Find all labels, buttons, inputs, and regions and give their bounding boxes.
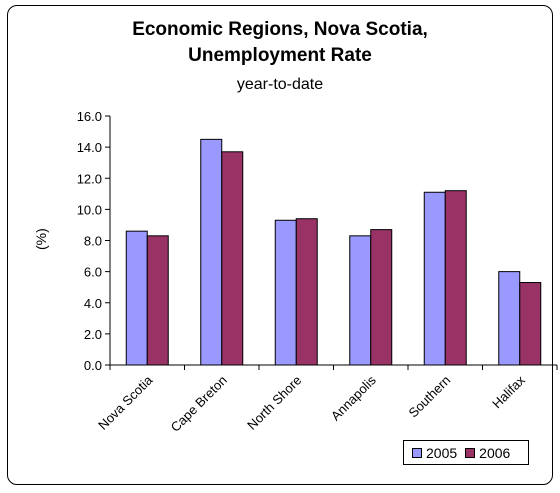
bar-2006 xyxy=(146,235,169,366)
legend-swatch-2005 xyxy=(412,447,422,458)
legend-item-2005: 2005 xyxy=(412,445,457,461)
x-tick-label: North Shore xyxy=(244,373,304,433)
bar-2006 xyxy=(221,151,244,366)
chart-title-line2: Unemployment Rate xyxy=(188,45,372,66)
x-tick-label: Annapolis xyxy=(328,372,379,423)
y-tick-label: 12.0 xyxy=(77,171,102,186)
bar-2005 xyxy=(423,191,446,366)
chart-title: Economic Regions, Nova Scotia, xyxy=(132,19,428,40)
bar-2005 xyxy=(349,235,372,366)
legend-label-2006: 2006 xyxy=(479,444,511,461)
y-tick-label: 6.0 xyxy=(84,265,102,280)
x-tick-label: Halifax xyxy=(489,372,528,411)
x-tick-label: Nova Scotia xyxy=(95,372,156,433)
legend-swatch-2006 xyxy=(465,447,476,458)
x-tick-label: Cape Breton xyxy=(168,373,230,435)
y-tick-label: 0.0 xyxy=(84,358,102,373)
bar-2005 xyxy=(200,138,223,366)
legend-item-2006: 2006 xyxy=(465,445,510,461)
bar-2005 xyxy=(125,230,148,366)
bar-2006 xyxy=(370,229,393,366)
y-tick-label: 2.0 xyxy=(84,327,102,342)
bar-2006 xyxy=(519,282,542,366)
x-tick-label: Southern xyxy=(405,373,453,421)
y-tick-label: 10.0 xyxy=(77,202,102,217)
legend: 2005 2006 xyxy=(403,440,529,465)
legend-label-2005: 2005 xyxy=(426,444,458,461)
bar-2006 xyxy=(295,218,318,366)
y-tick-label: 14.0 xyxy=(77,140,102,155)
y-tick-label: 8.0 xyxy=(84,234,102,249)
bar-2006 xyxy=(444,190,467,366)
y-tick-label: 16.0 xyxy=(77,109,102,124)
chart-subtitle: year-to-date xyxy=(236,76,324,93)
y-tick-label: 4.0 xyxy=(84,296,102,311)
bar-2005 xyxy=(498,271,521,366)
bar-2005 xyxy=(274,219,297,366)
